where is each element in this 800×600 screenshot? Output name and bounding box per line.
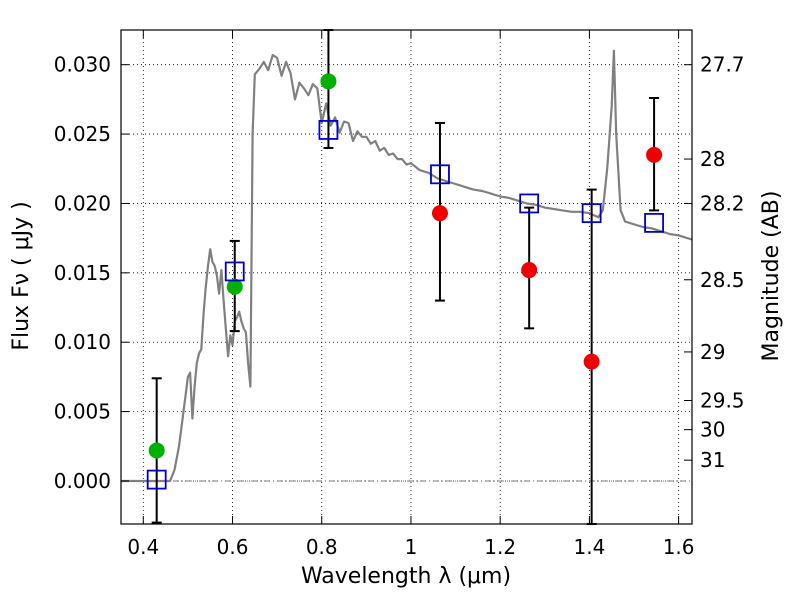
- y2-tick-label: 29: [700, 340, 725, 364]
- model-photometry-point: [318, 120, 339, 140]
- y-axis-ticks: 0.000 0.005 0.010 0.015 0.020 0.025 0.030: [54, 53, 129, 493]
- model-photometry-point: [430, 164, 450, 185]
- plot-frame: [120, 29, 693, 525]
- red-data-point: [583, 353, 600, 370]
- y2-tick-label: 27.7: [700, 53, 745, 77]
- x-tick-label: 0.6: [217, 535, 249, 559]
- y-axis-label: Flux Fν ( μJy ): [9, 201, 34, 350]
- y-tick-label: 0.005: [54, 400, 111, 424]
- green-data-point: [148, 442, 165, 459]
- y2-tick-label: 29.5: [700, 389, 745, 413]
- model-photometry-point: [146, 469, 167, 490]
- model-spectrum: [121, 49, 693, 483]
- y2-tick-label: 28: [700, 147, 725, 171]
- y2-tick-label: 28.2: [700, 191, 745, 215]
- y-tick-label: 0.015: [54, 261, 111, 285]
- data-points: [146, 73, 664, 490]
- y2-tick-label: 28.5: [700, 268, 745, 292]
- x-tick-label: 1.6: [663, 535, 695, 559]
- y2-tick-label: 31: [700, 448, 725, 472]
- model-photometry-point: [224, 261, 245, 282]
- x-tick-label: 1: [405, 535, 418, 559]
- y2-axis-label: Magnitude (AB): [759, 191, 784, 362]
- model-spectrum-line: [121, 49, 693, 483]
- y2-tick-label: 30: [700, 418, 725, 442]
- x-tick-label: 0.4: [127, 535, 159, 559]
- x-tick-label: 0.8: [306, 535, 338, 559]
- model-photometry-point: [644, 212, 664, 233]
- y-tick-label: 0.025: [54, 122, 111, 146]
- red-data-point: [431, 205, 448, 222]
- model-photometry-point: [581, 203, 602, 224]
- y-tick-label: 0.020: [54, 191, 111, 215]
- y2-axis-ticks: 27.7 28 28.2 28.5 29 29.5 30 31: [684, 53, 745, 472]
- y-tick-label: 0.000: [54, 469, 111, 493]
- error-bars: [151, 29, 660, 525]
- model-photometry-point: [519, 193, 540, 214]
- y-tick-label: 0.030: [54, 53, 111, 77]
- red-data-point: [521, 262, 538, 279]
- x-axis-label: Wavelength λ (μm): [301, 564, 511, 589]
- green-data-point: [226, 278, 243, 295]
- red-data-point: [646, 146, 663, 163]
- green-data-point: [320, 73, 337, 90]
- y-tick-label: 0.010: [54, 330, 111, 354]
- x-tick-label: 1.4: [573, 535, 605, 559]
- x-axis-ticks: 0.4 0.6 0.8 1 1.2 1.4 1.6: [127, 30, 695, 559]
- x-tick-label: 1.2: [484, 535, 516, 559]
